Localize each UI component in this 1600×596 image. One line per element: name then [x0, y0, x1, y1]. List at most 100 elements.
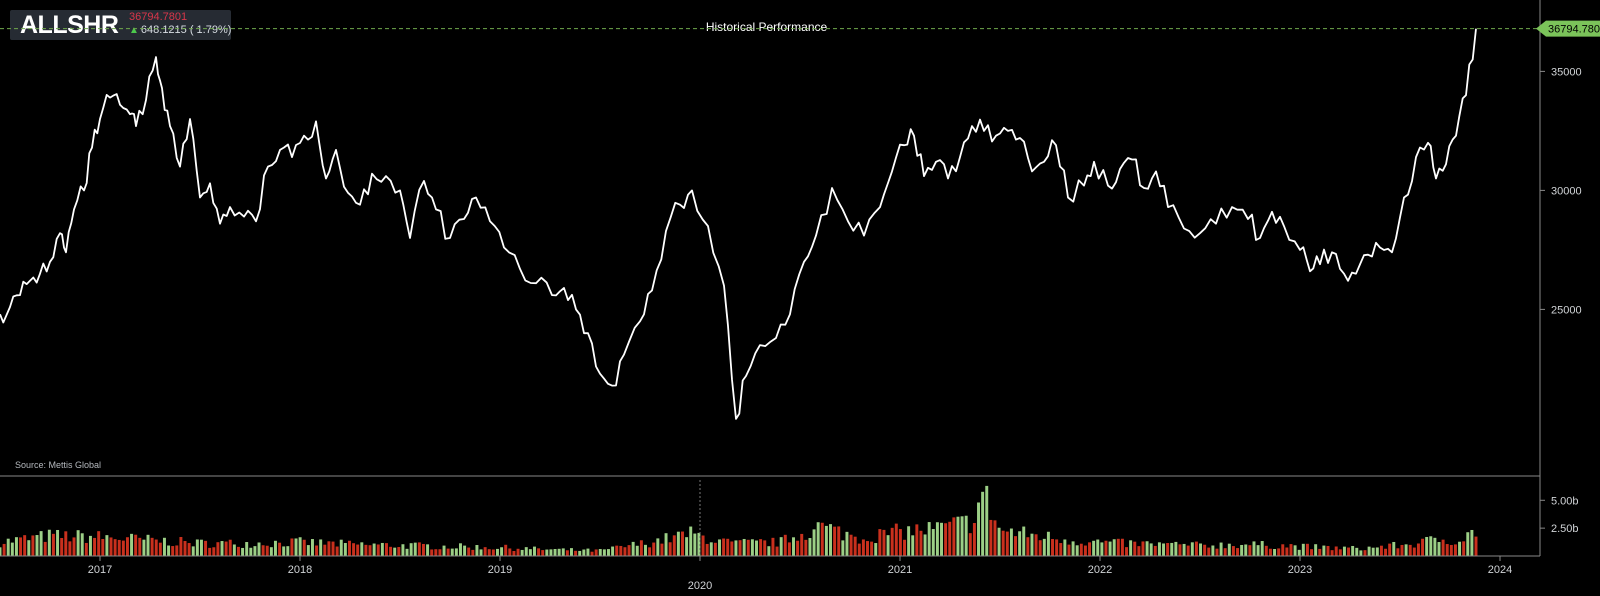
volume-bar: [1359, 550, 1363, 556]
volume-bar: [812, 529, 816, 556]
volume-bar: [146, 534, 150, 556]
volume-bar: [257, 542, 261, 556]
volume-bar: [1051, 539, 1055, 556]
volume-bar: [1071, 541, 1075, 556]
volume-bar: [1252, 541, 1256, 556]
volume-bar: [14, 537, 18, 556]
volume-bar: [1433, 537, 1437, 556]
volume-bar: [911, 535, 915, 556]
volume-bar: [150, 537, 154, 556]
volume-bar: [1281, 544, 1285, 556]
x-tick-label: 2022: [1088, 564, 1112, 576]
volume-bar: [84, 542, 88, 556]
x-tick-label: 2024: [1488, 564, 1512, 576]
volume-bar: [88, 535, 92, 556]
volume-bar: [278, 542, 282, 556]
volume-bar: [607, 549, 610, 556]
volume-bar: [310, 539, 314, 556]
price-line: [0, 28, 1477, 420]
volume-bar: [1425, 536, 1429, 556]
volume-bar: [1437, 542, 1441, 556]
volume-bar: [1421, 538, 1425, 556]
volume-bar: [1453, 544, 1457, 556]
volume-bar: [130, 533, 134, 556]
volume-bar: [376, 544, 380, 556]
x-tick-label: 2020: [688, 580, 712, 592]
volume-bar: [179, 536, 183, 556]
volume-bar: [458, 543, 462, 556]
volume-bar: [315, 545, 319, 556]
volume-bar: [1203, 544, 1207, 556]
volume-bar: [730, 541, 734, 556]
volume-bar: [6, 538, 10, 556]
volume-bar: [792, 537, 795, 556]
volume-bar: [697, 532, 701, 556]
chart-title: Historical Performance: [705, 20, 828, 34]
volume-bar: [134, 534, 138, 556]
volume-bar: [1396, 548, 1400, 556]
volume-bar: [898, 529, 902, 556]
volume-bar: [829, 524, 832, 556]
volume-bar: [1244, 544, 1248, 556]
volume-bar: [467, 547, 471, 556]
source-label: Source: Mettis Global: [15, 460, 102, 470]
volume-bar: [224, 541, 228, 556]
volume-bar: [1400, 544, 1404, 556]
volume-bar: [43, 541, 47, 556]
volume-bar: [450, 548, 454, 556]
x-tick-label: 2019: [488, 564, 512, 576]
volume-bar: [977, 502, 980, 556]
volume-bar: [866, 541, 869, 556]
volume-bar: [927, 522, 931, 556]
volume-bar: [1273, 548, 1277, 556]
volume-tick-label: 5.00b: [1551, 495, 1579, 507]
volume-bar: [216, 542, 220, 556]
volume-bar: [1223, 548, 1227, 556]
volume-bar: [524, 547, 528, 556]
volume-bar: [594, 549, 598, 556]
ticker-change-row: ▲ 648.1215 ( 1.79%): [129, 24, 231, 36]
volume-bar: [158, 542, 162, 556]
volume-bar: [454, 548, 458, 556]
volume-bar: [31, 535, 35, 556]
volume-bar: [199, 539, 203, 556]
volume-bar: [1310, 549, 1314, 556]
volume-bar: [557, 548, 561, 556]
volume-bar: [1351, 545, 1355, 556]
volume-bar: [1001, 530, 1005, 556]
volume-bar: [35, 535, 39, 556]
volume-bar: [142, 539, 146, 556]
volume-bar: [919, 530, 923, 556]
volume-bar: [709, 542, 713, 556]
volume-bar: [886, 535, 890, 556]
volume-bar: [746, 539, 750, 556]
volume-bar: [668, 542, 672, 556]
volume-bar: [286, 546, 290, 556]
volume-bar: [236, 546, 240, 556]
arrow-up-icon: ▲: [129, 25, 139, 36]
volume-bar: [644, 544, 647, 556]
volume-bar: [1100, 542, 1104, 556]
volume-bar: [1063, 539, 1067, 556]
volume-bar: [561, 548, 565, 556]
volume-bar: [171, 546, 175, 556]
volume-bar: [545, 549, 549, 556]
volume-bar: [681, 531, 684, 556]
volume-bar: [290, 538, 294, 556]
volume-bar: [1474, 536, 1478, 556]
volume-bar: [512, 550, 516, 556]
volume-bar: [121, 540, 125, 556]
volume-bar: [656, 538, 660, 556]
volume-bar: [68, 541, 72, 556]
volume-bar: [763, 540, 767, 556]
volume-bar: [245, 542, 249, 556]
volume-bar: [968, 533, 972, 556]
price-tick-label: 30000: [1551, 185, 1582, 197]
volume-bar: [191, 546, 195, 556]
volume-bar: [960, 516, 964, 556]
volume-bar: [208, 547, 212, 556]
volume-bar: [282, 546, 286, 556]
volume-bar: [631, 541, 635, 556]
